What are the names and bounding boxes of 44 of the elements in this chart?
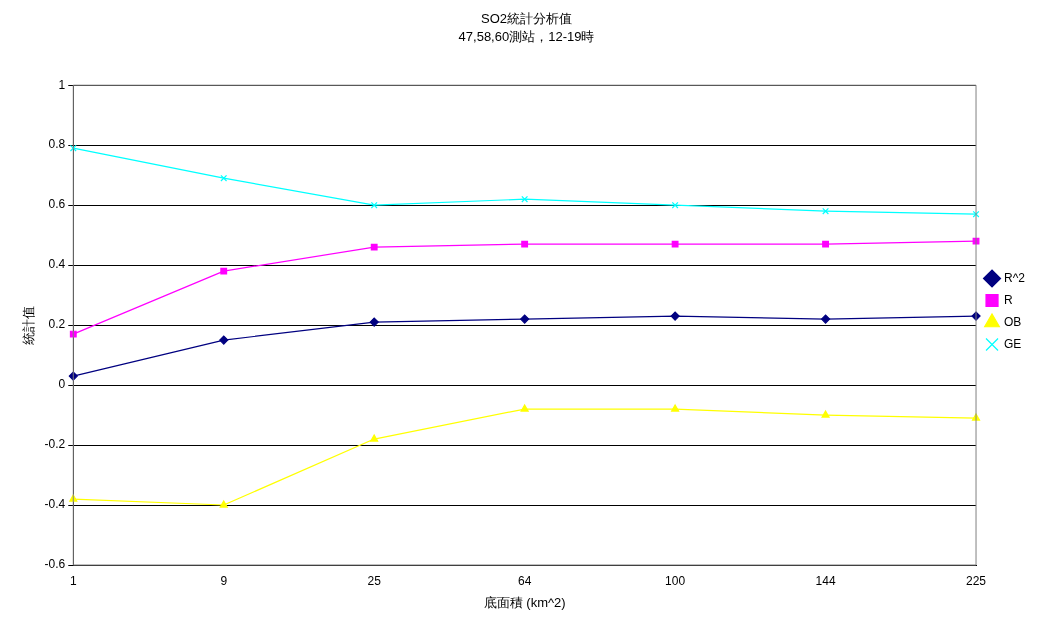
y-tick-label: 0.8 xyxy=(48,137,66,152)
x-axis-title: 底面積 (km^2) xyxy=(483,594,566,610)
point xyxy=(520,314,530,324)
y-tick-label: 1 xyxy=(58,77,66,92)
y-tick-label: -0.6 xyxy=(44,557,66,572)
y-tick-label: 0 xyxy=(58,377,66,392)
point xyxy=(822,240,829,248)
x-tick-label: 25 xyxy=(367,573,382,588)
legend-label: R^2 xyxy=(1004,270,1026,285)
y-tick-label: 0.4 xyxy=(48,257,66,272)
y-tick-label: 0.6 xyxy=(48,197,66,212)
point xyxy=(219,335,229,345)
point xyxy=(822,207,829,215)
point xyxy=(521,195,529,203)
point xyxy=(369,317,379,327)
point xyxy=(69,494,78,502)
point xyxy=(219,500,228,508)
point xyxy=(220,267,228,275)
point xyxy=(220,174,228,182)
point xyxy=(521,240,529,248)
x-tick-label: 64 xyxy=(517,573,532,588)
legend-label: R xyxy=(1004,292,1014,307)
point xyxy=(821,410,830,418)
y-axis-title: 統計值 xyxy=(21,305,37,345)
point xyxy=(370,434,379,442)
y-tick-label: -0.2 xyxy=(44,437,66,452)
point xyxy=(520,404,529,412)
point xyxy=(670,311,680,321)
y-tick-label: 0.2 xyxy=(48,317,66,332)
x-tick-label: 100 xyxy=(665,573,686,588)
point xyxy=(671,404,680,412)
point xyxy=(370,243,378,251)
y-tick-label: -0.4 xyxy=(44,497,66,512)
legend-label: OB xyxy=(1004,314,1022,329)
point xyxy=(69,330,77,338)
x-tick-label: 225 xyxy=(966,573,987,588)
point xyxy=(820,314,831,324)
x-tick-label: 144 xyxy=(815,573,836,588)
chart-subtitle: 47,58,60測站，12-19時 xyxy=(458,28,595,44)
point xyxy=(671,240,679,248)
x-tick-label: 1 xyxy=(69,573,77,588)
legend-label: GE xyxy=(1004,336,1022,351)
chart-title: SO2統計分析值 xyxy=(480,11,573,27)
x-tick-label: 9 xyxy=(220,573,228,588)
